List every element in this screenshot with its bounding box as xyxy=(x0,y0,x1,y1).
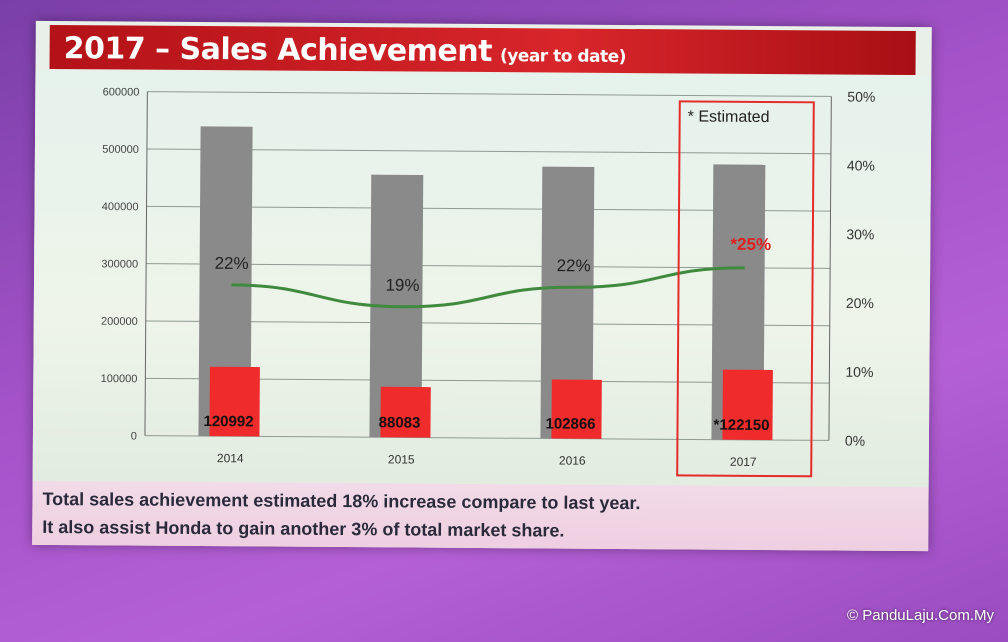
y-tick-label: 500000 xyxy=(102,144,139,156)
estimated-highlight-box xyxy=(676,100,815,478)
y2-tick-label: 50% xyxy=(847,89,875,105)
bar-total-2016 xyxy=(540,166,595,439)
y2-tick-label: 40% xyxy=(847,157,875,173)
line-data-label: 22% xyxy=(215,254,249,273)
line-data-label: *25% xyxy=(730,235,771,254)
y2-tick-label: 30% xyxy=(846,226,874,242)
title-main-text: 2017 – Sales Achievement xyxy=(63,31,493,70)
y-tick-label: 400000 xyxy=(102,201,139,213)
y2-tick-label: 10% xyxy=(845,364,873,380)
bar-sales-2017 xyxy=(722,369,773,441)
presentation-slide: 2017 – Sales Achievement (year to date) … xyxy=(32,20,932,552)
bar-data-label: 88083 xyxy=(379,414,421,431)
bar-data-label: 120992 xyxy=(203,413,253,430)
bar-data-label: 102866 xyxy=(545,415,595,432)
bar-data-label: *122150 xyxy=(714,417,770,434)
y-tick-label: 200000 xyxy=(101,316,138,328)
footer-line-1: Total sales achievement estimated 18% in… xyxy=(42,488,641,514)
title-sub-text: (year to date) xyxy=(499,46,627,67)
footer-panel: Total sales achievement estimated 18% in… xyxy=(32,480,929,552)
y2-axis xyxy=(828,96,832,441)
y2-tick-label: 20% xyxy=(846,295,874,311)
x-tick-label: 2016 xyxy=(559,454,586,468)
bar-sales-2015 xyxy=(380,386,431,438)
watermark-credit: © PanduLaju.Com.My xyxy=(847,607,994,624)
x-tick-label: 2014 xyxy=(217,451,244,465)
sales-chart: 0 100000 200000 300000 400000 500000 600000 0% 1… xyxy=(101,86,875,478)
bar-sales-2014 xyxy=(209,366,260,437)
x-tick-label: 2015 xyxy=(388,452,415,466)
gridline xyxy=(147,91,832,97)
line-data-label: 22% xyxy=(557,256,591,275)
market-share-line xyxy=(231,266,745,309)
title-bar: 2017 – Sales Achievement (year to date) xyxy=(49,24,916,76)
footer-line-2: It also assist Honda to gain another 3% … xyxy=(42,516,565,541)
y-tick-label: 100000 xyxy=(101,373,138,385)
y2-tick-label: 0% xyxy=(845,433,865,449)
estimated-annotation: * Estimated xyxy=(688,108,770,126)
line-data-label: 19% xyxy=(385,276,419,295)
y-axis xyxy=(144,91,148,436)
slide-title: 2017 – Sales Achievement (year to date) xyxy=(64,31,627,70)
y-tick-label: 300000 xyxy=(101,258,138,270)
chart-area: 0 100000 200000 300000 400000 500000 600000 0% 1… xyxy=(32,70,932,488)
y-tick-label: 0 xyxy=(131,431,137,443)
y-tick-label: 600000 xyxy=(103,86,140,98)
gridline xyxy=(146,148,831,155)
bar-sales-2016 xyxy=(551,379,602,439)
x-tick-label: 2017 xyxy=(730,455,757,469)
bar-total-2014 xyxy=(198,126,253,437)
